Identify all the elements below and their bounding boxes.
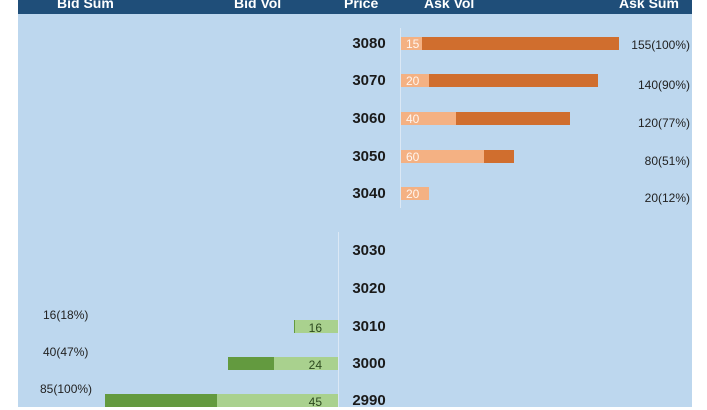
bid-price-3000: 3000 [352,355,386,372]
bid-price-3010: 3010 [352,318,386,335]
bid-vol-bar [273,357,338,370]
bid-sum-label: 85(100%) [40,382,93,396]
bid-sum-label: 40(47%) [43,345,89,359]
ask-price-3050: 3050 [352,148,386,165]
ask-sum-header: Ask Sum [619,0,679,11]
ask-price-3080: 3080 [352,35,386,52]
ask-sum-bar [401,74,598,87]
bid-vol-label: 45 [308,395,322,409]
bid-vol-bar [217,394,338,407]
bid-price-3030: 3030 [352,242,386,259]
ask-vol-bar [401,112,457,125]
bid-price-2990: 2990 [352,392,386,409]
bid-vol-bar [295,320,338,333]
ask-sum-bar [401,37,619,50]
ask-sum-label: 155(100%) [631,38,690,52]
ask-vol-bar [401,74,429,87]
ask-sum-label: 120(77%) [637,116,690,130]
ask-vol-label: 40 [406,112,420,126]
ask-column-divider [400,28,401,208]
ask-vol-bar [401,37,422,50]
ask-vol-label: 20 [406,74,420,88]
order-book-panel [18,0,692,407]
ask-vol-header: Ask Vol [424,0,475,11]
price-header: Price [344,0,379,11]
bid-vol-label: 16 [308,321,322,335]
bid-column-divider [338,232,339,407]
ask-price-3040: 3040 [352,185,386,202]
bid-price-3020: 3020 [352,280,386,297]
bid-vol-label: 24 [308,358,322,372]
ask-sum-label: 80(51%) [644,154,690,168]
ask-vol-label: 20 [406,187,420,201]
ask-sum-label: 20(12%) [644,191,690,205]
ask-vol-bar [401,150,484,163]
bid-sum-label: 16(18%) [43,308,89,322]
order-book-header: Bid Sum Bid Vol Price Ask Vol Ask Sum [18,0,692,14]
ask-vol-label: 15 [406,37,420,51]
ask-sum-label: 140(90%) [637,78,690,92]
ask-price-3060: 3060 [352,110,386,127]
ask-price-3070: 3070 [352,72,386,89]
bid-sum-header: Bid Sum [57,0,114,11]
ask-vol-label: 60 [406,150,420,164]
ask-vol-bar [401,187,429,200]
bid-vol-header: Bid Vol [234,0,282,11]
